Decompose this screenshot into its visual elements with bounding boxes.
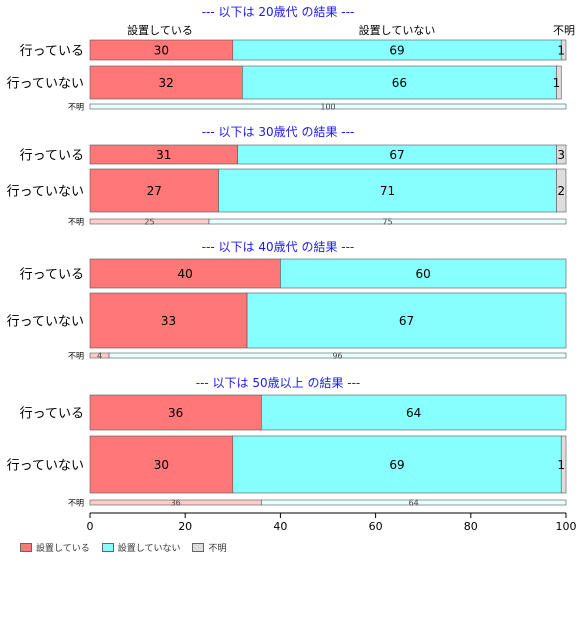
row-label: 行っていない xyxy=(7,459,84,474)
panel-title: --- 以下は 20歳代 の結果 --- xyxy=(202,5,355,19)
row-label: 不明 xyxy=(68,103,84,112)
legend: 設置している 設置していない 不明 xyxy=(20,541,238,554)
data-label: 1 xyxy=(553,76,561,90)
data-label: 2 xyxy=(557,184,565,198)
x-tick-label: 40 xyxy=(273,520,287,533)
bar-segment xyxy=(232,435,562,494)
data-label: 64 xyxy=(406,406,421,420)
chart-panel: --- 以下は 40歳代 の結果 --- 行っている 40 60 行っていない 33 67 不… xyxy=(7,240,567,361)
column-header: 設置している xyxy=(127,23,193,37)
legend-item: 不明 xyxy=(192,541,226,554)
bar-segment xyxy=(89,435,234,494)
row-label: 行っていない xyxy=(7,185,84,200)
bar-segment xyxy=(89,394,262,431)
column-header: 設置していない xyxy=(359,23,436,37)
legend-label: 設置している xyxy=(36,543,90,554)
legend-swatch xyxy=(101,542,114,552)
data-label: 64 xyxy=(409,499,419,508)
x-tick-label: 100 xyxy=(556,520,577,533)
bar-segment xyxy=(246,292,567,349)
bar-segment xyxy=(560,435,567,494)
data-label: 36 xyxy=(171,499,181,508)
data-label: 96 xyxy=(332,352,342,361)
chart-panel: --- 以下は 20歳代 の結果 --- 行っている 30 69 1 行っていない 32 66… xyxy=(7,5,567,112)
x-tick-label: 80 xyxy=(464,520,478,533)
data-label: 67 xyxy=(399,314,414,328)
row-label: 不明 xyxy=(68,352,84,361)
data-label: 100 xyxy=(320,103,335,112)
data-label: 30 xyxy=(154,44,169,58)
legend-label: 設置していない xyxy=(117,543,181,554)
data-label: 67 xyxy=(389,148,404,162)
data-label: 27 xyxy=(147,184,162,198)
row-label: 不明 xyxy=(68,499,84,508)
bar-segment xyxy=(89,292,248,349)
data-label: 71 xyxy=(380,184,395,198)
legend-swatch xyxy=(192,542,205,552)
bar-segment xyxy=(556,168,567,213)
chart-panel: --- 以下は 30歳代 の結果 --- 行っている 31 67 3 行っていない 27 71… xyxy=(7,125,567,227)
bar-segment xyxy=(89,65,243,100)
data-label: 30 xyxy=(154,458,169,472)
bar-segment xyxy=(89,168,219,213)
panel-title: --- 以下は 40歳代 の結果 --- xyxy=(202,240,355,254)
bar-segment xyxy=(208,218,567,225)
row-label: 行っていない xyxy=(7,315,84,330)
column-header: 不明 xyxy=(553,24,575,37)
chart-panel: --- 以下は 50歳以上 の結果 --- 行っている 36 64 行っていない 30 69… xyxy=(7,376,567,508)
legend-item: 設置している xyxy=(20,541,90,554)
legend-label: 不明 xyxy=(208,543,227,554)
data-label: 40 xyxy=(178,267,193,281)
bar-segment xyxy=(108,352,567,359)
data-label: 1 xyxy=(557,458,565,472)
panel-title: --- 以下は 50歳以上 の結果 --- xyxy=(196,376,361,390)
x-tick-label: 20 xyxy=(178,520,192,533)
panel-title: --- 以下は 30歳代 の結果 --- xyxy=(202,125,355,139)
bar-segment xyxy=(556,144,567,165)
data-label: 66 xyxy=(392,76,407,90)
x-tick-label: 0 xyxy=(87,520,94,533)
row-label: 行っている xyxy=(20,149,84,164)
data-label: 75 xyxy=(382,218,392,227)
data-label: 32 xyxy=(159,76,174,90)
data-label: 69 xyxy=(389,458,404,472)
bar-segment xyxy=(261,499,567,506)
legend-item: 設置していない xyxy=(101,541,181,554)
data-label: 4 xyxy=(97,352,102,361)
data-label: 33 xyxy=(161,314,176,328)
data-label: 36 xyxy=(168,406,183,420)
row-label: 行っている xyxy=(20,407,84,422)
bar-segment xyxy=(261,394,567,431)
row-label: 行っている xyxy=(20,268,84,283)
row-label: 行っていない xyxy=(7,77,84,92)
legend-swatch xyxy=(20,542,32,552)
bar-segment xyxy=(242,65,557,100)
bar-segment xyxy=(556,65,562,100)
bar-segment xyxy=(560,39,567,61)
row-label: 不明 xyxy=(68,218,84,227)
data-label: 3 xyxy=(557,148,565,162)
bar-segment xyxy=(89,258,281,289)
data-label: 1 xyxy=(557,44,565,58)
data-label: 69 xyxy=(389,44,404,58)
column-headers: 設置している 設置していない 不明 xyxy=(127,23,575,37)
row-label: 行っている xyxy=(20,44,84,59)
data-label: 31 xyxy=(156,148,171,162)
bar-segment xyxy=(280,258,567,289)
x-tick-label: 60 xyxy=(369,520,383,533)
x-axis: 0 20 40 60 80 100 xyxy=(87,512,577,533)
bar-segment xyxy=(218,168,557,213)
data-label: 60 xyxy=(416,267,431,281)
data-label: 25 xyxy=(144,218,154,227)
bar-segment xyxy=(89,103,567,110)
